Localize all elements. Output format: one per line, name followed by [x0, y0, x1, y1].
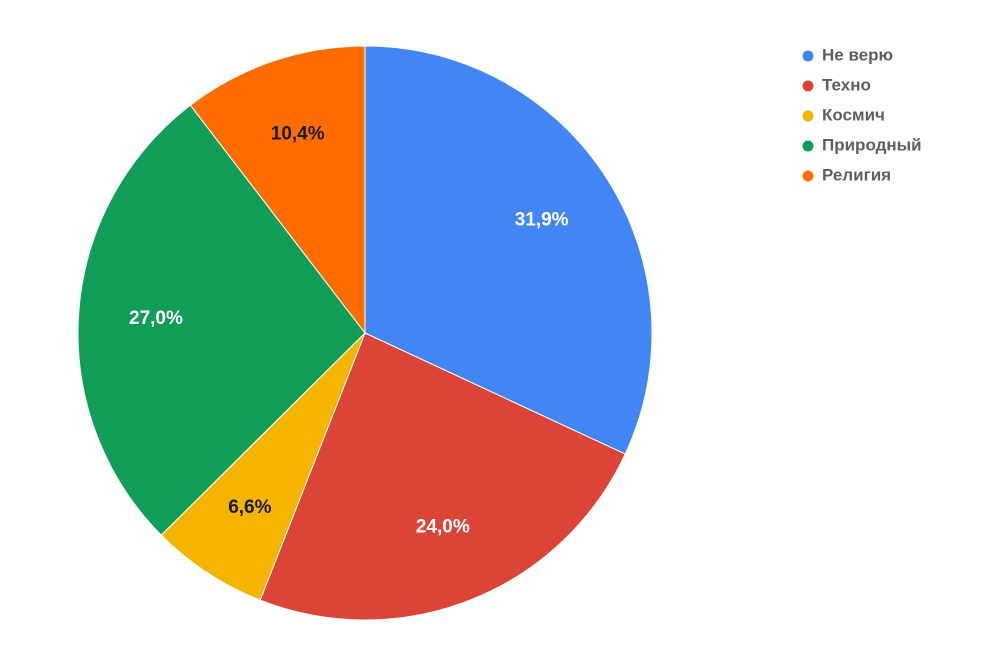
legend-text: Техно [822, 75, 871, 94]
legend-marker [802, 80, 814, 92]
pie-slice [259, 332, 626, 621]
legend-text: Космич [822, 105, 885, 124]
legend-text: Не верю [822, 45, 893, 64]
legend-marker [802, 110, 814, 122]
legend-marker [802, 170, 814, 182]
slice-label: 27,0% [129, 308, 183, 329]
slice-label: 6,6% [228, 497, 271, 518]
slice-label: 31,9% [515, 209, 569, 230]
legend-marker [802, 50, 814, 62]
pie-slice [189, 45, 366, 335]
pie-slice [160, 332, 366, 601]
slice-label: 24,0% [416, 517, 470, 538]
legend-text: Природный [822, 135, 922, 154]
pie-slice [77, 104, 366, 536]
legend-text: Религия [822, 165, 891, 184]
legend-marker [802, 140, 814, 152]
slice-label: 10,4% [271, 124, 325, 145]
pie-slice [364, 45, 653, 455]
